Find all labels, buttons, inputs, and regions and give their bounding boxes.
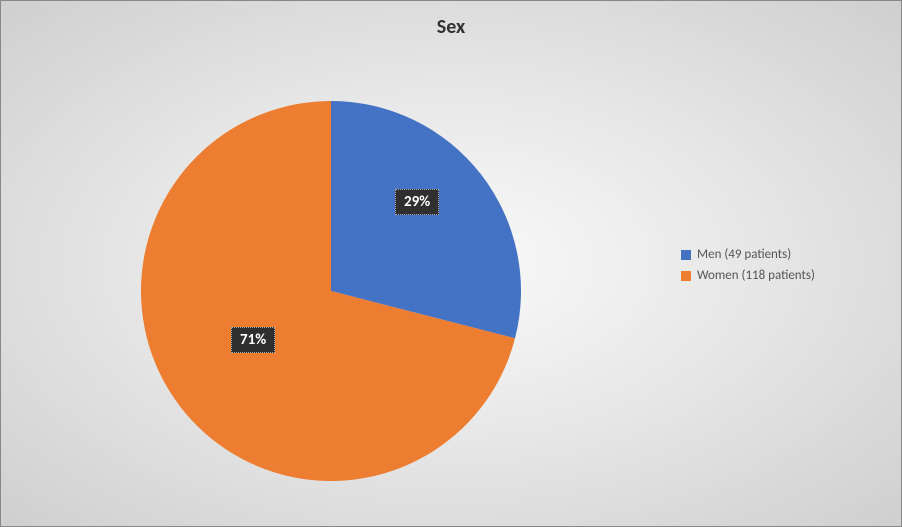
- data-label-1: 71%: [231, 327, 275, 353]
- legend-label-1: Women (118 patients): [697, 268, 815, 283]
- legend-item-0: Men (49 patients): [681, 247, 815, 262]
- chart-frame: Sex Men (49 patients)Women (118 patients…: [0, 0, 902, 527]
- data-label-0: 29%: [395, 189, 439, 215]
- legend-swatch-1: [681, 271, 691, 281]
- legend-item-1: Women (118 patients): [681, 268, 815, 283]
- legend-label-0: Men (49 patients): [697, 247, 791, 262]
- legend-swatch-0: [681, 250, 691, 260]
- legend: Men (49 patients) Women (118 patients): [681, 241, 815, 289]
